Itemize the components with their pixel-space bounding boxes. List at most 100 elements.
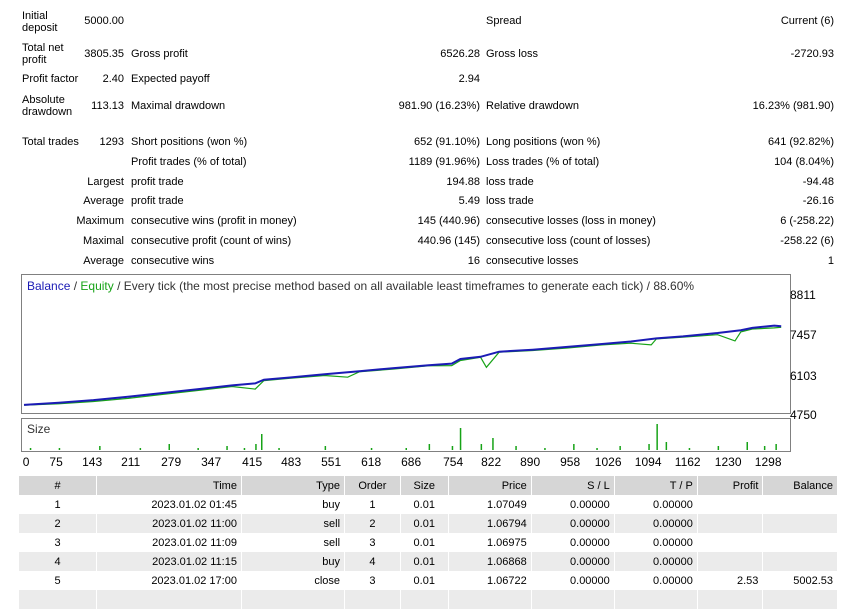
absolute-drawdown-value: 113.13 (91, 100, 124, 112)
cell-order: 3 (344, 533, 401, 552)
gross-loss-label: Gross loss (486, 48, 538, 60)
col-header-profit[interactable]: Profit (697, 476, 764, 495)
table-row[interactable]: 2 2023.01.02 11:00 sell 2 0.01 1.06794 0.00000… (19, 514, 838, 533)
x-tick-label: 890 (520, 455, 541, 469)
maximal-consec-loss-label: consecutive loss (count of losses) (486, 235, 651, 247)
cell-number: 2 (19, 514, 98, 533)
cell-tp: 0.00000 (614, 514, 698, 533)
cell-tp: 0.00000 (614, 495, 698, 514)
cell-sl: 0.00000 (531, 571, 615, 590)
total-net-profit-label: Total net profit (22, 42, 64, 66)
size-bar (197, 448, 199, 450)
size-bar (480, 444, 483, 450)
y-tick-label: 6103 (790, 369, 817, 383)
x-tick-label: 754 (443, 455, 464, 469)
x-tick-label: 143 (82, 455, 103, 469)
gross-loss-value: -2720.93 (790, 48, 834, 60)
table-row[interactable]: 4 2023.01.02 11:15 buy 4 0.01 1.06868 0.00000 0… (19, 552, 838, 571)
average-profit-label: profit trade (131, 195, 184, 207)
size-bar (619, 446, 621, 450)
cell-balance: 5002.53 (762, 571, 838, 590)
largest-loss-label: loss trade (486, 176, 534, 188)
total-trades-label: Total trades (22, 136, 79, 148)
x-tick-label: 75 (49, 455, 63, 469)
expected-payoff-label: Expected payoff (131, 73, 210, 85)
maximal-consec-loss-value: -258.22 (6) (780, 235, 834, 247)
max-consec-wins-label: consecutive wins (profit in money) (131, 215, 297, 227)
chart-header: Balance / Equity / Every tick (the most … (27, 279, 694, 293)
cell-size: 0.01 (400, 533, 449, 552)
expected-payoff-value: 2.94 (458, 73, 480, 85)
cell-price: 1.06868 (448, 552, 532, 571)
col-header-type[interactable]: Type (241, 476, 346, 495)
maximal-drawdown-value: 981.90 (16.23%) (398, 100, 480, 112)
cell-number: 1 (19, 495, 98, 514)
cell-sl: 0.00000 (531, 552, 615, 571)
col-header-order[interactable]: Order (344, 476, 401, 495)
cell-size: 0.01 (400, 514, 449, 533)
equity-line (23, 326, 782, 406)
profit-factor-value: 2.40 (102, 73, 124, 85)
size-bar (573, 444, 575, 450)
cell-tp: 0.00000 (614, 533, 698, 552)
size-bar (278, 448, 280, 450)
size-bar (370, 448, 373, 450)
size-bar (596, 448, 598, 450)
col-header-size[interactable]: Size (400, 476, 449, 495)
table-row[interactable]: 5 2023.01.02 17:00 close 3 0.01 1.06722 0.0000… (19, 571, 838, 590)
size-bar (515, 446, 517, 450)
average2-label: Average (83, 255, 124, 267)
cell-profit (697, 533, 764, 552)
cell-profit (697, 514, 764, 533)
balance-line (23, 324, 782, 406)
chart-model-description: Every tick (the most precise method base… (123, 279, 695, 293)
size-bar (656, 424, 658, 450)
col-header-balance[interactable]: Balance (762, 476, 838, 495)
col-header-sl[interactable]: S / L (531, 476, 615, 495)
cell-order: 4 (344, 552, 401, 571)
col-header-price[interactable]: Price (448, 476, 532, 495)
x-tick-label: 686 (401, 455, 422, 469)
legend-separator: / (113, 279, 124, 293)
maximum-label: Maximum (76, 215, 124, 227)
cell-size: 0.01 (400, 495, 449, 514)
size-plot-area (29, 424, 777, 450)
cell-balance (762, 533, 838, 552)
maximal-label: Maximal (83, 235, 124, 247)
col-header-time[interactable]: Time (96, 476, 242, 495)
avg-consec-losses-value: 1 (827, 255, 834, 267)
x-tick-label: 483 (281, 455, 302, 469)
size-panel: Size (21, 418, 791, 452)
table-row[interactable]: 3 2023.01.02 11:09 sell 3 0.01 1.06975 0.00000… (19, 533, 838, 552)
avg-consec-wins-value: 16 (467, 255, 480, 267)
size-bar (243, 448, 246, 450)
cell-sl: 0.00000 (531, 495, 615, 514)
cell-type: sell (241, 533, 346, 552)
long-positions-value: 641 (92.82%) (767, 136, 834, 148)
col-header-tp[interactable]: T / P (614, 476, 698, 495)
legend-separator: / (70, 279, 81, 293)
x-tick-label: 211 (121, 455, 141, 469)
cell-time: 2023.01.02 11:00 (96, 514, 242, 533)
max-consec-wins-value: 145 (440.96) (417, 215, 480, 227)
loss-trades-label: Loss trades (% of total) (486, 156, 600, 168)
col-header-number[interactable]: # (19, 476, 98, 495)
x-tick-label: 1026 (594, 455, 622, 469)
x-axis: 0 75 143 211 279 347 415 483 551 618 686 754 822 890 9… (0, 455, 854, 471)
cell-balance (762, 514, 838, 533)
spread-label: Spread (486, 15, 522, 27)
size-bar (261, 434, 263, 450)
average-label: Average (83, 195, 124, 207)
cell-balance (762, 552, 838, 571)
largest-label: Largest (87, 176, 124, 188)
size-bar (29, 448, 32, 450)
x-tick-label: 958 (560, 455, 581, 469)
avg-consec-losses-label: consecutive losses (486, 255, 579, 267)
size-bar (324, 446, 327, 450)
gross-profit-value: 6526.28 (440, 48, 480, 60)
cell-balance (762, 495, 838, 514)
table-row[interactable]: 1 2023.01.02 01:45 buy 1 0.01 1.07049 0.00000 0… (19, 495, 838, 514)
orders-table: # Time Type Order Size Price S / L T / P… (19, 476, 838, 609)
initial-deposit-value: 5000.00 (84, 15, 124, 27)
y-tick-label: 7457 (790, 328, 817, 342)
